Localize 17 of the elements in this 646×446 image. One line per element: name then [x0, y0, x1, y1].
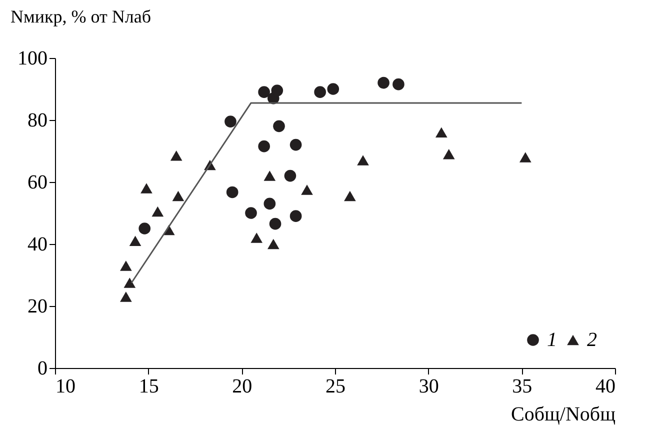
y-axis-title: Nмикр, % от Nлаб [10, 6, 152, 26]
x-tick-label: 15 [138, 376, 159, 398]
x-axis-title: Cобщ/Nобщ [511, 404, 616, 426]
x-tick-label: 25 [326, 376, 346, 398]
y-tick-label: 20 [28, 296, 48, 318]
y-tick-label: 60 [28, 172, 48, 194]
y-tick-label: 0 [38, 358, 48, 380]
legend-label: 2 [587, 329, 597, 351]
legend-label: 1 [547, 329, 557, 351]
x-tick-label: 40 [596, 376, 616, 398]
y-tick-label: 40 [28, 234, 48, 256]
y-tick-label: 80 [28, 110, 48, 132]
x-tick-label: 35 [512, 376, 532, 398]
x-tick-label: 30 [418, 376, 439, 398]
x-tick-label: 10 [56, 376, 76, 398]
y-tick-label: 100 [18, 48, 48, 70]
x-tick-label: 20 [232, 376, 252, 398]
